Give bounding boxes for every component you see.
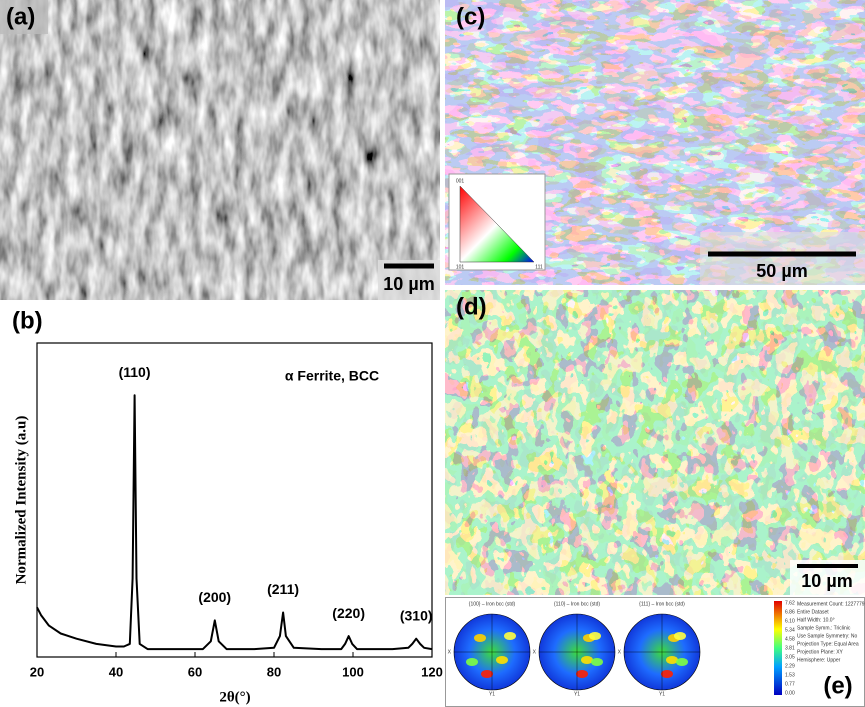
- peak-label: (211): [267, 581, 299, 597]
- pole-spot: [466, 658, 478, 666]
- pole-spot: [661, 670, 673, 678]
- panel-label: (d): [456, 293, 487, 320]
- colorbar-label: 3.05: [785, 654, 795, 660]
- pole-spot: [666, 656, 678, 664]
- pole-spot: [474, 634, 486, 642]
- pole-figures: {100} – Iron bcc (std) X Y1 {110} – Iron bc…: [448, 601, 701, 697]
- x-tick-label: 80: [267, 664, 281, 679]
- colorbar-label: 3.81: [785, 645, 795, 651]
- pole-spot: [576, 670, 588, 678]
- info-text: Half Width: 10.0°: [797, 617, 835, 623]
- colorbar-label: 0.77: [785, 681, 795, 687]
- x-axis-label: 2θ(°): [219, 689, 250, 705]
- ebsd-map: [445, 290, 865, 595]
- ipf-label: 101: [456, 264, 465, 270]
- x-tick-label: 20: [30, 664, 44, 679]
- sem-image: [0, 0, 440, 300]
- annotation: α Ferrite, BCC: [285, 368, 379, 384]
- scale-text: 10 µm: [383, 274, 434, 294]
- pole-axis-label: X: [533, 649, 537, 655]
- pole-figure-title: {111} – Iron bcc (std): [639, 601, 685, 607]
- panel-label: (e): [823, 672, 852, 699]
- pole-spot: [581, 656, 593, 664]
- pole-spot: [481, 670, 493, 678]
- info-text: Measurement Count: 1227779: [797, 601, 865, 607]
- peak-label: (110): [119, 364, 151, 380]
- ipf-triangle: [459, 185, 535, 263]
- pole-spot: [496, 656, 508, 664]
- x-tick-label: 100: [342, 664, 364, 679]
- scale-bg: [700, 232, 865, 285]
- pole-spot: [504, 632, 516, 640]
- xrd-line: [36, 394, 433, 651]
- pole-spot: [674, 632, 686, 640]
- info-text: Projection Type: Equal Area: [797, 641, 859, 647]
- pole-axis-label: Y1: [659, 691, 665, 697]
- colorbar-label: 1.53: [785, 672, 795, 678]
- peak-label: (200): [198, 589, 231, 605]
- pole-axis-label: Y1: [574, 691, 580, 697]
- y-axis-label: Normalized Intensity (a.u): [13, 416, 29, 585]
- ipf-label: 001: [456, 178, 465, 184]
- panel-label: (b): [12, 307, 43, 334]
- colorbar-label: 6.10: [785, 618, 795, 624]
- label-bg: [0, 0, 48, 34]
- plot-frame: [36, 342, 433, 658]
- pole-axis-label: X: [618, 649, 622, 655]
- colorbar-label: 7.62: [785, 600, 795, 606]
- scale-text: 50 µm: [756, 261, 807, 281]
- info-text: Hemisphere: Upper: [797, 657, 841, 663]
- x-tick-label: 120: [421, 664, 443, 679]
- x-tick-label: 40: [109, 664, 123, 679]
- pole-figure-title: {100} – Iron bcc (std): [469, 601, 516, 607]
- pole-spot: [589, 632, 601, 640]
- panel-label: (c): [456, 3, 485, 30]
- pole-spot: [676, 658, 688, 666]
- colorbar-label: 6.86: [785, 609, 795, 615]
- scale-text: 10 µm: [801, 571, 852, 591]
- info-text: Projection Plane: XY: [797, 649, 844, 655]
- pole-axis-label: Y1: [489, 691, 495, 697]
- info-text: Sample Symm.: Triclinic: [797, 625, 851, 631]
- peak-label: (220): [332, 605, 365, 621]
- ipf-label: 111: [535, 264, 543, 270]
- pole-figure-title: {110} – Iron bcc (std): [554, 601, 600, 607]
- info-text: Entire Dataset: [797, 609, 829, 615]
- pole-spot: [591, 658, 603, 666]
- colorbar-label: 4.58: [785, 636, 795, 642]
- panel-label: (a): [6, 3, 35, 30]
- colorbar-label: 2.29: [785, 663, 795, 669]
- pole-axis-label: X: [448, 649, 452, 655]
- colorbar-label: 5.34: [785, 627, 795, 633]
- x-tick-label: 60: [188, 664, 202, 679]
- info-text: Use Sample Symmetry: No: [797, 633, 858, 639]
- colorbar: [774, 601, 782, 695]
- peak-label: (310): [400, 607, 433, 623]
- colorbar-label: 0.00: [785, 690, 795, 696]
